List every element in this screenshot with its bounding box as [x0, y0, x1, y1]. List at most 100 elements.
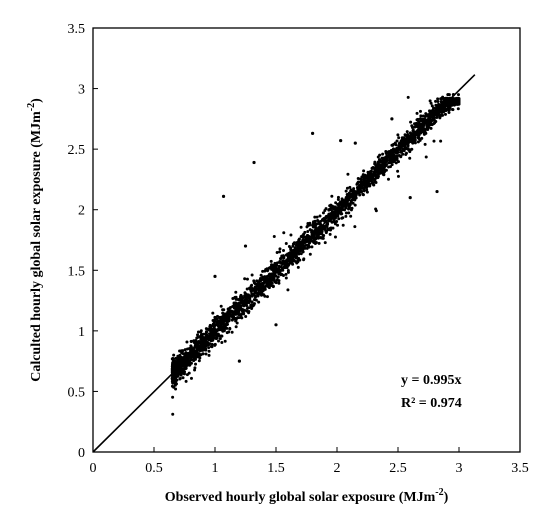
data-point: [434, 120, 437, 123]
data-point: [297, 239, 300, 242]
data-point: [351, 207, 354, 210]
data-point: [337, 196, 340, 199]
data-point: [173, 375, 176, 378]
data-point: [319, 236, 322, 239]
data-point: [177, 359, 180, 362]
data-point: [213, 316, 216, 319]
data-point: [362, 193, 365, 196]
data-point: [457, 102, 460, 105]
data-point: [240, 312, 243, 315]
data-point: [247, 311, 250, 314]
data-point: [366, 191, 369, 194]
data-point: [275, 280, 278, 283]
data-point: [311, 224, 314, 227]
data-point: [240, 298, 243, 301]
data-point: [457, 93, 460, 96]
data-point: [310, 245, 313, 248]
data-point: [336, 203, 339, 206]
data-point: [226, 323, 229, 326]
data-point: [293, 255, 296, 258]
data-point: [332, 205, 335, 208]
data-point: [312, 220, 315, 223]
data-point: [452, 99, 455, 102]
data-point: [220, 341, 223, 344]
data-point: [302, 258, 305, 261]
data-point: [172, 360, 175, 363]
data-point: [327, 228, 330, 231]
data-point: [220, 335, 223, 338]
data-point: [315, 241, 318, 244]
data-point: [404, 146, 407, 149]
data-point: [341, 208, 344, 211]
data-point: [277, 282, 280, 285]
data-point: [387, 178, 390, 181]
data-point: [252, 279, 255, 282]
data-point: [441, 96, 444, 99]
data-point: [324, 241, 327, 244]
data-point: [200, 329, 203, 332]
data-point: [377, 161, 380, 164]
data-point: [396, 170, 399, 173]
data-point: [243, 277, 246, 280]
data-point: [431, 119, 434, 122]
data-point: [294, 246, 297, 249]
data-point: [171, 413, 174, 416]
x-tick-label: 1.5: [267, 461, 285, 476]
data-point: [179, 370, 182, 373]
data-point: [301, 235, 304, 238]
data-point: [274, 323, 277, 326]
data-point: [444, 113, 447, 116]
data-point: [432, 122, 435, 125]
data-point: [193, 366, 196, 369]
data-point: [216, 333, 219, 336]
data-point: [212, 337, 215, 340]
data-point: [279, 257, 282, 260]
data-point: [238, 360, 241, 363]
data-point: [312, 237, 315, 240]
data-point: [429, 99, 432, 102]
data-point: [235, 304, 238, 307]
data-point: [251, 304, 254, 307]
data-point: [322, 211, 325, 214]
data-point: [448, 104, 451, 107]
data-point: [408, 157, 411, 160]
data-point: [409, 196, 412, 199]
r-squared-label: R² = 0.974: [401, 396, 462, 411]
data-point: [389, 151, 392, 154]
data-point: [220, 328, 223, 331]
data-point: [350, 188, 353, 191]
data-point: [211, 312, 214, 315]
data-point: [339, 139, 342, 142]
data-point: [243, 291, 246, 294]
data-point: [282, 249, 285, 252]
data-point: [285, 277, 288, 280]
data-point: [396, 133, 399, 136]
data-point: [206, 341, 209, 344]
data-point: [200, 333, 203, 336]
data-point: [314, 226, 317, 229]
data-point: [225, 327, 228, 330]
data-point: [297, 258, 300, 261]
data-point: [308, 240, 311, 243]
data-point: [349, 215, 352, 218]
x-axis-title-superscript: -2: [435, 487, 443, 498]
data-point: [190, 377, 193, 380]
data-point: [435, 116, 438, 119]
data-point: [394, 148, 397, 151]
data-point: [407, 96, 410, 99]
data-point: [185, 340, 188, 343]
data-point: [306, 247, 309, 250]
data-point: [194, 363, 197, 366]
data-point: [411, 142, 414, 145]
data-point: [451, 108, 454, 111]
data-point: [210, 345, 213, 348]
data-point: [233, 304, 236, 307]
data-point: [409, 148, 412, 151]
data-point: [413, 126, 416, 129]
data-point: [174, 380, 177, 383]
data-point: [377, 173, 380, 176]
data-point: [400, 151, 403, 154]
data-point: [362, 173, 365, 176]
data-point: [224, 340, 227, 343]
y-tick-label: 1.5: [68, 264, 86, 279]
